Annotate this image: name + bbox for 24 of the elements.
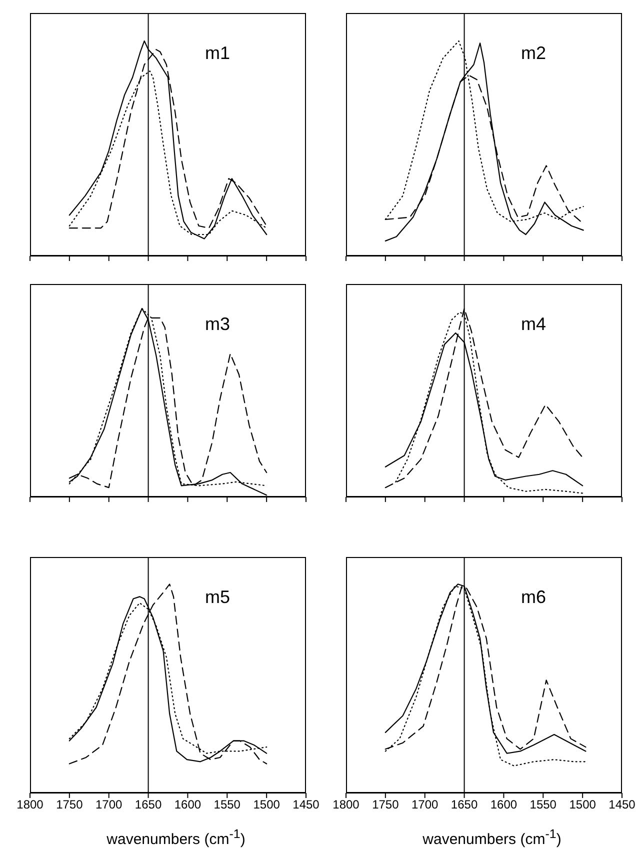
x-tick-label: 1750	[56, 798, 84, 812]
chart-title: m2	[521, 43, 546, 64]
x-axis-title: wavenumbers (cm$^{-1}$)	[422, 827, 562, 848]
x-tick-label: 1700	[96, 798, 123, 812]
x-tick-label: 1450	[292, 798, 320, 812]
x-tick-label: 1550	[214, 798, 241, 812]
x-tick-label: 1700	[412, 798, 439, 812]
chart-title: m4	[521, 314, 546, 335]
chart-title: m1	[205, 43, 230, 64]
x-axis-title: wavenumbers (cm$^{-1}$)	[106, 827, 246, 848]
x-tick-label: 1500	[569, 798, 596, 812]
chart-title: m5	[205, 587, 230, 608]
x-tick-label: 1500	[253, 798, 280, 812]
x-tick-label: 1450	[608, 798, 636, 812]
chart-title: m3	[205, 314, 230, 335]
x-tick-label: 1550	[530, 798, 557, 812]
x-tick-label: 1600	[174, 798, 202, 812]
x-tick-label: 1800	[332, 798, 360, 812]
x-tick-label: 1650	[450, 798, 478, 812]
x-tick-label: 1750	[372, 798, 400, 812]
x-tick-label: 1650	[134, 798, 162, 812]
x-tick-label: 1800	[16, 798, 44, 812]
chart-title: m6	[521, 587, 546, 608]
x-tick-label: 1600	[490, 798, 518, 812]
